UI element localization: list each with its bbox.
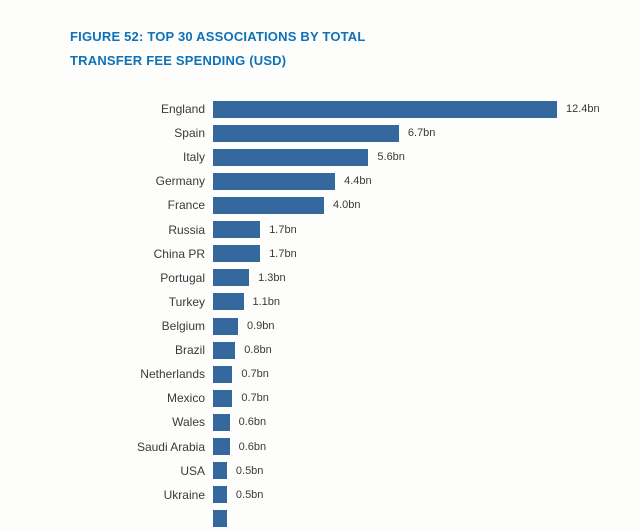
chart-row: China PR 1.7bn bbox=[0, 242, 640, 266]
chart-row: Netherlands 0.7bn bbox=[0, 362, 640, 386]
chart-row: Russia 1.7bn bbox=[0, 218, 640, 242]
bar-label: Russia bbox=[168, 222, 205, 237]
report-page: { "figure": { "title_line1": "FIGURE 52:… bbox=[70, 25, 600, 528]
bar-label: Ukraine bbox=[163, 487, 205, 502]
bar-label: Italy bbox=[182, 150, 205, 165]
bar-label: Belgium bbox=[161, 319, 205, 334]
chart-row: Brazil 0.8bn bbox=[0, 338, 640, 362]
bar-value: 0.6bn bbox=[238, 416, 267, 429]
bar-label: Turkey bbox=[168, 294, 205, 309]
chart-row: Mexico 0.7bn bbox=[0, 386, 640, 410]
bar bbox=[213, 196, 324, 214]
bar bbox=[213, 365, 233, 383]
bar-value: 12.4bn bbox=[566, 103, 600, 116]
bar bbox=[213, 293, 244, 311]
bar-value: 0.7bn bbox=[241, 368, 269, 381]
bar bbox=[213, 486, 227, 504]
chart-row-partial bbox=[0, 507, 640, 531]
bar-chart: England 12.4bn Spain 6.7bn Italy 5.6bn Germany… bbox=[0, 97, 640, 531]
figure-title-line2: TRANSFER FEE SPENDING (USD) bbox=[70, 53, 287, 68]
chart-row: Belgium 0.9bn bbox=[0, 314, 640, 338]
bar-value: 0.9bn bbox=[247, 320, 275, 333]
bar bbox=[213, 172, 336, 190]
bar bbox=[213, 341, 236, 359]
bar-value: 1.7bn bbox=[269, 223, 297, 236]
chart-row: France 4.0bn bbox=[0, 193, 640, 217]
bar bbox=[213, 462, 227, 480]
bar bbox=[213, 148, 369, 166]
bar-label: France bbox=[167, 198, 205, 213]
bar-value: 0.8bn bbox=[244, 344, 272, 357]
bar bbox=[213, 245, 261, 263]
bar-label: Portugal bbox=[160, 270, 205, 285]
bar-label: Brazil bbox=[174, 343, 205, 358]
chart-row: Ukraine 0.5bn bbox=[0, 483, 640, 507]
bar-label: Germany bbox=[155, 174, 205, 189]
bar-label: Netherlands bbox=[140, 367, 205, 382]
bar bbox=[213, 413, 230, 431]
bar-value: 0.5bn bbox=[235, 488, 264, 501]
bar-value: 0.6bn bbox=[238, 440, 267, 453]
bar-label: Wales bbox=[172, 415, 205, 430]
bar bbox=[213, 389, 233, 407]
bar-value: 5.6bn bbox=[377, 151, 405, 164]
chart-row: USA 0.5bn bbox=[0, 459, 640, 483]
chart-row: Germany 4.4bn bbox=[0, 169, 640, 193]
bar bbox=[213, 510, 227, 528]
chart-row: Italy 5.6bn bbox=[0, 145, 640, 169]
bar-label: Saudi Arabia bbox=[136, 439, 205, 454]
bar-label: China PR bbox=[153, 246, 205, 261]
chart-row: Wales 0.6bn bbox=[0, 410, 640, 434]
bar-value: 1.1bn bbox=[252, 295, 281, 308]
bar bbox=[213, 100, 557, 118]
chart-row: Turkey 1.1bn bbox=[0, 290, 640, 314]
bar-value: 4.4bn bbox=[344, 175, 372, 188]
bar bbox=[213, 124, 399, 142]
figure-title: FIGURE 52: TOP 30 ASSOCIATIONS BY TOTAL … bbox=[70, 25, 366, 73]
bar bbox=[213, 269, 250, 287]
bar-value: 6.7bn bbox=[407, 127, 436, 140]
bar-value: 4.0bn bbox=[333, 199, 361, 212]
bar-label: Mexico bbox=[166, 391, 205, 406]
chart-row: Portugal 1.3bn bbox=[0, 266, 640, 290]
bar bbox=[213, 317, 238, 335]
bar-label: USA bbox=[180, 463, 205, 478]
bar bbox=[213, 221, 261, 239]
chart-row: Spain 6.7bn bbox=[0, 121, 640, 145]
bar-label: Spain bbox=[174, 126, 205, 141]
bar-value: 1.3bn bbox=[258, 271, 286, 284]
bar bbox=[213, 438, 230, 456]
figure-title-line1: FIGURE 52: TOP 30 ASSOCIATIONS BY TOTAL bbox=[70, 29, 366, 44]
bar-value: 1.7bn bbox=[269, 247, 297, 260]
chart-row: England 12.4bn bbox=[0, 97, 640, 121]
bar-value: 0.7bn bbox=[241, 392, 269, 405]
bar-value: 0.5bn bbox=[235, 464, 264, 477]
chart-row: Saudi Arabia 0.6bn bbox=[0, 435, 640, 459]
bar-label: England bbox=[160, 102, 205, 117]
